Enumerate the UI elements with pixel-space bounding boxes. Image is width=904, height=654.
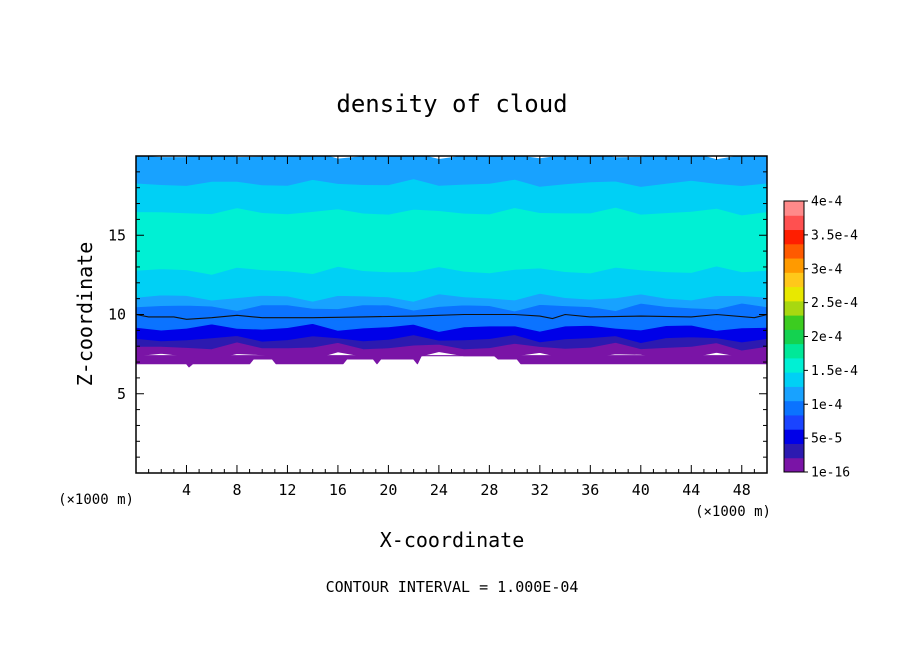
colorbar: 1e-16 5e-5 1e-4 1.5e-4 2e-4 2.5e-4 3e-4 3.5e-4 4… bbox=[783, 195, 858, 481]
colorbar-tick-label: 1.5e-4 bbox=[811, 364, 858, 379]
y-axis: 5 10 15 bbox=[108, 171, 767, 458]
colorbar-swatch bbox=[784, 272, 804, 288]
colorbar-swatch bbox=[784, 229, 804, 245]
x-axis: 4 8 12 16 20 24 28 32 36 40 44 48 bbox=[148, 156, 755, 499]
colorbar-swatch bbox=[784, 286, 804, 302]
colorbar-swatch bbox=[784, 372, 804, 387]
y-tick-label: 10 bbox=[108, 306, 126, 324]
colorbar-swatch bbox=[784, 443, 804, 459]
colorbar-swatch bbox=[784, 300, 804, 316]
x-unit-label: (×1000 m) bbox=[695, 504, 771, 520]
colorbar-tick-label: 3e-4 bbox=[811, 262, 842, 277]
colorbar-tick-label: 4e-4 bbox=[811, 195, 842, 210]
colorbar-swatch bbox=[784, 386, 804, 402]
colorbar-swatch bbox=[784, 429, 804, 444]
contour-fill-layer bbox=[136, 156, 767, 368]
x-tick-label: 40 bbox=[632, 481, 650, 499]
colorbar-tick-label: 2e-4 bbox=[811, 330, 842, 345]
colorbar-swatch bbox=[784, 343, 804, 359]
y-unit-label: (×1000 m) bbox=[58, 492, 134, 508]
x-tick-label: 20 bbox=[379, 481, 397, 499]
colorbar-swatch bbox=[784, 201, 804, 216]
x-tick-label: 44 bbox=[682, 481, 700, 499]
colorbar-swatch bbox=[784, 215, 804, 231]
colorbar-swatch bbox=[784, 258, 804, 273]
x-axis-title: X-coordinate bbox=[380, 528, 525, 552]
y-axis-title: Z-coordinate bbox=[73, 242, 97, 387]
y-tick-label: 15 bbox=[108, 226, 126, 244]
x-tick-label: 16 bbox=[329, 481, 347, 499]
colorbar-swatch bbox=[784, 400, 804, 416]
colorbar-tick-label: 1e-16 bbox=[811, 466, 850, 481]
y-tick-label: 5 bbox=[117, 385, 126, 403]
colorbar-swatch bbox=[784, 243, 804, 259]
colorbar-tick-label: 5e-5 bbox=[811, 432, 842, 447]
contour-line-layer bbox=[136, 313, 767, 320]
colorbar-swatch bbox=[784, 414, 804, 430]
x-tick-label: 4 bbox=[182, 481, 191, 499]
colorbar-swatch bbox=[784, 329, 804, 345]
contour-line bbox=[136, 313, 767, 320]
colorbar-tick-label: 3.5e-4 bbox=[811, 228, 858, 243]
colorbar-tick-label: 1e-4 bbox=[811, 398, 842, 413]
x-tick-label: 24 bbox=[430, 481, 448, 499]
contour-band bbox=[136, 206, 767, 275]
contour-band bbox=[136, 156, 767, 187]
contour-band bbox=[136, 355, 767, 368]
x-tick-label: 32 bbox=[531, 481, 549, 499]
x-tick-label: 36 bbox=[581, 481, 599, 499]
chart-title: density of cloud bbox=[336, 90, 567, 118]
colorbar-swatch bbox=[784, 315, 804, 330]
x-tick-label: 12 bbox=[278, 481, 296, 499]
x-tick-label: 48 bbox=[733, 481, 751, 499]
colorbar-tick-label: 2.5e-4 bbox=[811, 296, 858, 311]
colorbar-swatch bbox=[784, 357, 804, 373]
x-tick-label: 28 bbox=[480, 481, 498, 499]
contour-interval-footer: CONTOUR INTERVAL = 1.000E-04 bbox=[326, 578, 579, 596]
x-tick-label: 8 bbox=[232, 481, 241, 499]
colorbar-swatch bbox=[784, 457, 804, 473]
